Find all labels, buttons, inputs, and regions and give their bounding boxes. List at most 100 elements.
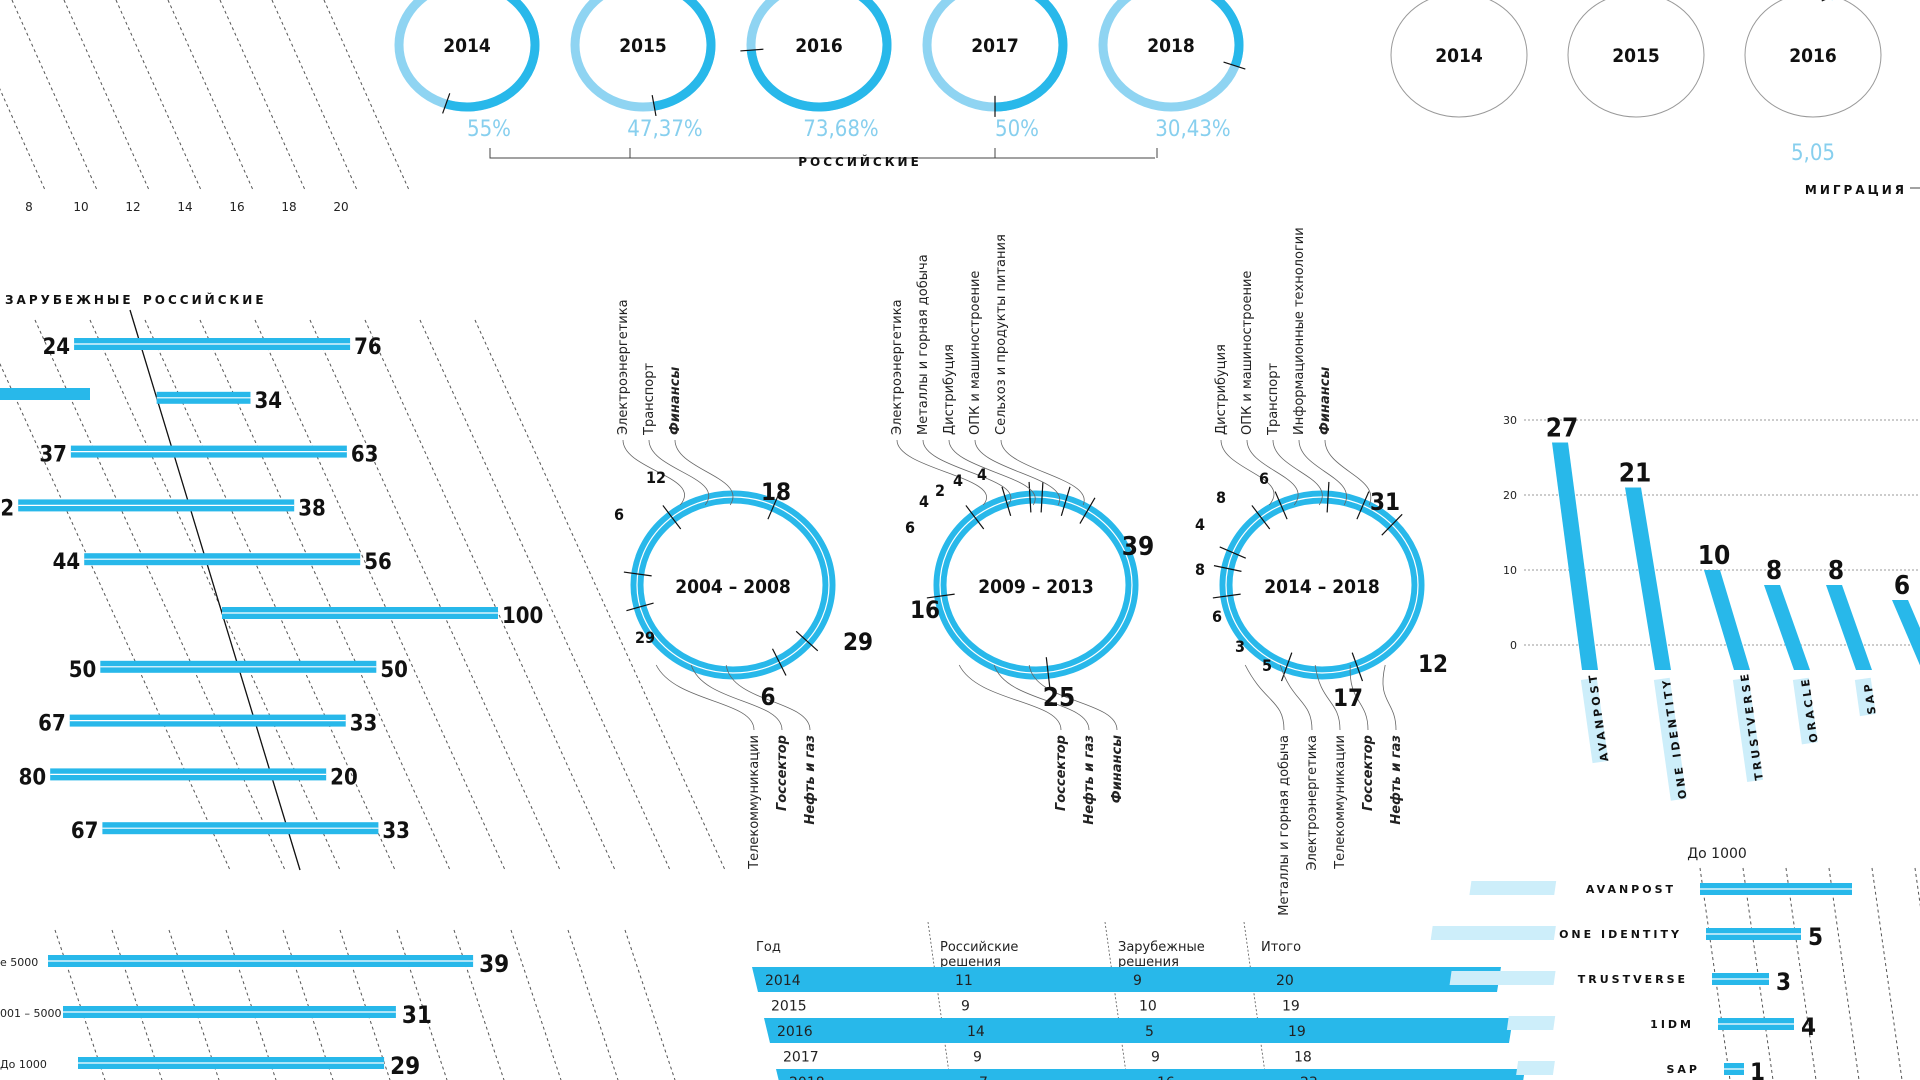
table-header-label: решения — [1118, 955, 1179, 970]
ring-percent-label: 50% — [995, 117, 1039, 142]
table-cell: 5 — [1145, 1024, 1154, 1040]
industry-number-label: 3 — [1235, 637, 1245, 656]
industry-leader-line — [1382, 664, 1397, 731]
vendor-name-label: ORACLE — [1792, 675, 1821, 745]
industry-bottom-label: Телекоммуникации — [1333, 735, 1348, 870]
table-column-divider — [927, 921, 951, 1080]
employees-grid-line — [624, 929, 676, 1080]
industry-segment-tick — [1356, 491, 1370, 520]
industry-segment-tick — [1001, 486, 1012, 517]
bar-russian-label: 38 — [298, 496, 326, 521]
industry-leader-line — [1028, 664, 1118, 731]
industry-segment-tick — [626, 602, 654, 612]
table-cell: 2014 — [765, 973, 801, 989]
vendor-ytick: 30 — [1503, 414, 1517, 427]
vendors-1000-title: До 1000 — [1687, 846, 1747, 862]
top-left-tick-label: 18 — [281, 200, 296, 214]
header-russian: РОССИЙСКИЕ — [143, 292, 267, 307]
industry-number-label: 6 — [905, 518, 915, 537]
migration-year-label: 2015 — [1612, 45, 1660, 67]
ring-tick — [1223, 61, 1246, 70]
industry-leader-line — [1298, 439, 1347, 506]
ring-year-label: 2014 — [443, 35, 491, 57]
table-cell: 14 — [967, 1024, 985, 1040]
top-left-grid-line — [219, 0, 306, 191]
table-column-divider — [1243, 921, 1267, 1080]
ring-year-label: 2015 — [619, 35, 667, 57]
industry-bottom-label: Госсектор — [1054, 735, 1069, 811]
industry-segment-tick — [1028, 481, 1032, 513]
vendor-ytick: 0 — [1510, 639, 1517, 652]
industry-segment-tick — [795, 630, 819, 652]
industry-bottom-label: Госсектор — [775, 735, 790, 811]
top-left-grid-line — [63, 0, 150, 191]
ring-year-label: 2018 — [1147, 35, 1195, 57]
vendor-ytick: 10 — [1503, 564, 1517, 577]
vendor-value-label: 8 — [1828, 556, 1844, 586]
industry-top-label: Финансы — [1318, 367, 1333, 435]
industry-segment-tick — [1212, 593, 1241, 599]
vendors-1000-name-bg — [1506, 1016, 1556, 1030]
industry-segment-tick — [926, 593, 955, 599]
industry-leader-line — [1244, 664, 1285, 731]
industry-number-label: 29 — [635, 628, 655, 647]
industry-ring-highlight — [939, 496, 1133, 674]
vendor-name-bg — [1854, 677, 1876, 717]
industry-center-label: 2004 – 2008 — [675, 576, 791, 598]
industry-bottom-label: Финансы — [1110, 735, 1125, 803]
table-cell: 2015 — [771, 999, 807, 1015]
bar-foreign-label: 67 — [38, 712, 66, 737]
top-left-grid-line — [167, 0, 254, 191]
industry-number-label: 17 — [1333, 684, 1363, 712]
industry-leader-line — [622, 439, 685, 506]
vendor-bar — [1764, 585, 1810, 670]
vendors-1000-name: SAP — [1667, 1063, 1701, 1076]
migration-ring-track — [1390, 0, 1528, 118]
header-foreign: ЗАРУБЕЖНЫЕ — [5, 293, 134, 307]
industry-top-label: Финансы — [668, 367, 683, 435]
vendor-name-bg — [1792, 677, 1818, 745]
top-left-grid-line — [271, 0, 358, 191]
industry-leader-line — [725, 664, 811, 731]
top-left-tick-label: 12 — [125, 200, 140, 214]
vendor-name-bg — [1732, 677, 1764, 782]
bar-foreign-label: 62 — [0, 496, 14, 521]
industry-segment-tick — [1351, 652, 1364, 682]
industry-leader-line — [896, 439, 987, 506]
vendor-bar — [1892, 600, 1920, 666]
industry-segment-tick — [1040, 481, 1044, 513]
industry-segment-tick — [1326, 481, 1330, 513]
vendor-bar — [1552, 442, 1598, 670]
top-left-grid-line — [115, 0, 202, 191]
bar-russian-label: 50 — [380, 658, 408, 683]
table-cell: 9 — [1133, 973, 1142, 989]
employees-value-label: 39 — [479, 950, 509, 978]
vendor-bar — [1704, 570, 1750, 670]
top-left-grid-line — [0, 88, 46, 191]
industry-number-label: 5 — [1262, 656, 1272, 675]
ring-share-arc — [1210, 0, 1244, 68]
industry-bottom-label: Нефть и газ — [1082, 735, 1097, 825]
bar-russian-label: 100 — [502, 604, 543, 629]
vendors-1000-name: ONE IDENTITY — [1559, 928, 1682, 941]
table-cell: 23 — [1300, 1075, 1318, 1080]
ring-share-arc — [653, 0, 716, 111]
vendor-bar — [1826, 585, 1872, 670]
employees-grid-line — [510, 929, 562, 1080]
table-row-stripe — [764, 1018, 1513, 1043]
ring-tick — [442, 93, 451, 114]
table-header-label: Год — [756, 940, 781, 955]
industry-leader-line — [1324, 439, 1372, 506]
bar-russian-label: 20 — [330, 765, 358, 790]
bar-foreign-label: 67 — [71, 819, 99, 844]
bars-grid-line — [254, 319, 506, 871]
industry-segment-tick — [1060, 486, 1071, 517]
vendors-1000-name: 1IDM — [1650, 1018, 1694, 1031]
table-cell: 11 — [955, 973, 973, 989]
vendor-ytick: 20 — [1503, 489, 1517, 502]
table-row-stripe — [776, 1069, 1525, 1080]
vendors-1000-name: TRUSTVERSE — [1578, 973, 1688, 986]
vendors-1000-value-label: 3 — [1776, 968, 1791, 996]
ring-share-arc — [444, 0, 540, 112]
